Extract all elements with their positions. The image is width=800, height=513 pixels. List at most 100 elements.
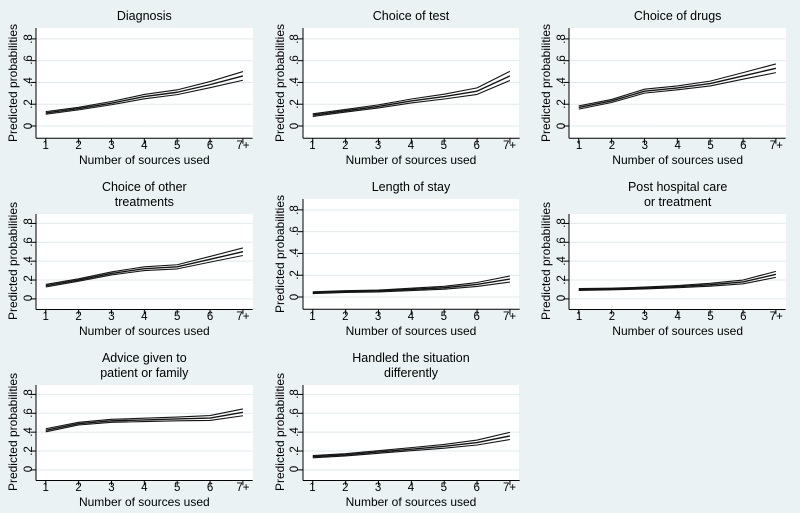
- x-tick-label: 6: [740, 311, 747, 323]
- x-tick-label: 5: [707, 311, 714, 323]
- y-tick-labels: 0.2.4.6.8: [20, 28, 36, 138]
- x-tick-label: 5: [440, 311, 448, 323]
- x-tick-label: 4: [141, 140, 148, 152]
- y-tick-labels: 0.2.4.6.8: [553, 28, 569, 138]
- x-tick-label: 1: [309, 482, 316, 494]
- panel-title: Handled the situation differently: [352, 351, 470, 380]
- y-axis-label: Predicted probabilities: [6, 373, 20, 492]
- x-tick-label: 2: [608, 311, 616, 323]
- y-axis-label: Predicted probabilities: [272, 23, 287, 142]
- ci-lower-line: [46, 255, 243, 287]
- x-tick-label: 4: [141, 482, 148, 494]
- x-tick-label: 6: [206, 140, 214, 152]
- x-tick-label: 3: [374, 482, 382, 494]
- plot-area: [303, 27, 520, 138]
- y-axis-label: Predicted probabilities: [6, 202, 20, 321]
- ci-upper-line: [312, 432, 509, 455]
- ci-upper-line: [579, 271, 776, 288]
- estimate-line: [312, 76, 509, 115]
- ci-upper-line: [579, 64, 776, 106]
- x-tick-labels: 1 2 3 4 5 6 7+: [569, 309, 786, 324]
- panel-diagnosis: Diagnosis Predicted probabilities 0.2.4.…: [0, 0, 267, 171]
- estimate-line: [46, 251, 243, 285]
- x-tick-labels: 1 2 3 4 5 6 7+: [36, 309, 253, 324]
- x-tick-label: 3: [374, 140, 382, 152]
- ci-upper-line: [46, 71, 243, 111]
- ci-lower-line: [579, 72, 776, 108]
- x-tick-label: 7+: [503, 311, 517, 323]
- ci-lower-line: [312, 282, 509, 293]
- x-tick-label: 5: [440, 140, 448, 152]
- x-tick-labels: 1 2 3 4 5 6 7+: [303, 309, 520, 324]
- x-tick-label: 3: [641, 140, 648, 152]
- y-axis-label: Predicted probabilities: [272, 373, 287, 492]
- estimate-line: [46, 76, 243, 113]
- ci-lower-line: [579, 277, 776, 290]
- x-axis-label: Number of sources used: [612, 153, 744, 167]
- y-tick-labels: 0.2.4.6.8: [287, 28, 303, 138]
- ci-lower-line: [46, 415, 243, 431]
- x-tick-label: 6: [206, 311, 214, 323]
- x-tick-label: 3: [108, 311, 115, 323]
- x-tick-label: 2: [342, 140, 349, 152]
- empty-cell: [533, 342, 800, 513]
- y-tick-labels: 0.2.4.6.8: [287, 199, 303, 309]
- panel-title: Choice of drugs: [633, 9, 722, 23]
- x-tick-label: 4: [141, 311, 148, 323]
- y-tick-labels: 0.2.4.6.8: [20, 385, 36, 481]
- y-axis-label: Predicted probabilities: [6, 23, 20, 142]
- panel-choice-of-other-treatments: Choice of other treatments Predicted pro…: [0, 171, 267, 342]
- x-tick-label: 7+: [503, 140, 517, 152]
- y-axis-label: Predicted probabilities: [539, 202, 554, 321]
- x-tick-label: 6: [473, 140, 480, 152]
- panel-handled-differently: Handled the situation differently Predic…: [267, 342, 534, 513]
- x-tick-labels: 1 2 3 4 5 6 7+: [303, 138, 520, 153]
- x-tick-label: 5: [440, 482, 448, 494]
- panel-choice-of-test: Choice of test Predicted probabilities 0…: [267, 0, 534, 171]
- panel-title: Advice given to patient or family: [100, 351, 189, 380]
- ci-upper-line: [46, 408, 243, 428]
- x-tick-labels: 1 2 3 4 5 6 7+: [569, 138, 786, 153]
- x-tick-label: 7+: [503, 482, 517, 494]
- x-tick-labels: 1 2 3 4 5 6 7+: [36, 480, 253, 495]
- x-axis-label: Number of sources used: [78, 495, 210, 509]
- estimate-line: [46, 412, 243, 430]
- x-tick-label: 4: [674, 140, 681, 152]
- panel-choice-of-drugs: Choice of drugs Predicted probabilities …: [533, 0, 800, 171]
- x-tick-label: 1: [42, 140, 49, 152]
- estimate-line: [579, 68, 776, 107]
- panel-title: Diagnosis: [116, 9, 172, 23]
- plot-area: [303, 198, 520, 309]
- x-tick-label: 5: [173, 140, 181, 152]
- plot-area: [569, 213, 786, 310]
- plot-area: [36, 384, 253, 481]
- x-axis-label: Number of sources used: [345, 153, 477, 167]
- x-tick-label: 4: [407, 140, 415, 152]
- estimate-line: [312, 279, 509, 293]
- plot-area: [569, 27, 786, 138]
- x-tick-label: 4: [674, 311, 681, 323]
- panel-title: Choice of test: [372, 9, 450, 23]
- x-tick-label: 1: [42, 311, 49, 323]
- ci-lower-line: [312, 80, 509, 116]
- y-tick-labels: 0.2.4.6.8: [287, 385, 303, 481]
- ci-upper-line: [312, 71, 509, 113]
- x-tick-label: 4: [407, 311, 415, 323]
- y-tick-labels: 0.2.4.6.8: [553, 214, 569, 310]
- x-tick-label: 1: [575, 140, 583, 152]
- x-tick-label: 1: [575, 311, 583, 323]
- panel-post-hospital-care: Post hospital care or treatment Predicte…: [533, 171, 800, 342]
- x-tick-label: 5: [173, 311, 181, 323]
- x-tick-label: 2: [75, 482, 82, 494]
- x-tick-label: 7+: [236, 311, 250, 323]
- x-tick-label: 6: [473, 311, 480, 323]
- x-tick-label: 7+: [236, 482, 250, 494]
- x-tick-label: 1: [309, 311, 316, 323]
- x-axis-label: Number of sources used: [78, 324, 210, 338]
- x-axis-label: Number of sources used: [345, 324, 477, 338]
- plot-area: [36, 213, 253, 310]
- ci-lower-line: [312, 439, 509, 457]
- panel-title: Length of stay: [371, 180, 451, 194]
- y-axis-label: Predicted probabilities: [539, 23, 554, 142]
